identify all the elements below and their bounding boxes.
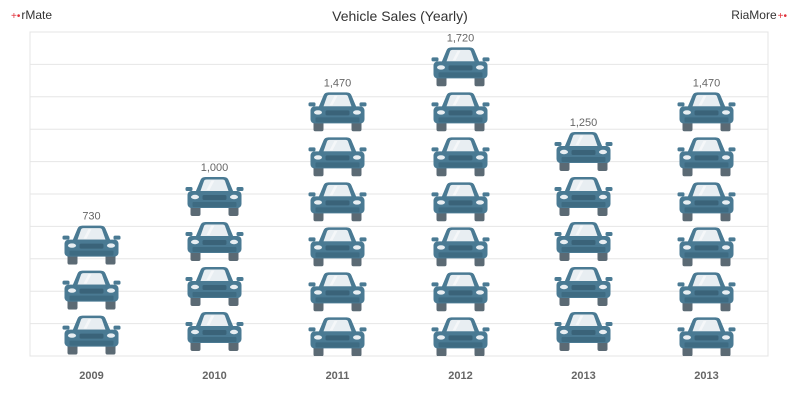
brand-mark-icon: +• (11, 11, 21, 22)
car-icon (431, 272, 490, 312)
car-icon (677, 182, 736, 222)
category-label: 2011 (326, 370, 350, 382)
car-icon (308, 272, 367, 312)
brand-right: RiaMore+• (731, 8, 788, 22)
category-label: 2010 (202, 370, 226, 382)
chart-title: Vehicle Sales (Yearly) (332, 8, 468, 24)
category-label: 2013 (694, 370, 718, 382)
car-icon (185, 222, 244, 261)
brand-left-label: rMate (21, 8, 53, 22)
category-label: 2013 (571, 370, 595, 382)
car-icon (554, 132, 613, 171)
car-icon (308, 227, 367, 267)
car-icon (308, 137, 367, 177)
car-icon (308, 92, 367, 132)
car-icon (677, 227, 736, 267)
car-icon (677, 137, 736, 177)
car-icon (554, 222, 613, 261)
icon-stacks (62, 47, 736, 356)
car-icon (554, 177, 613, 216)
value-label: 1,470 (693, 77, 721, 89)
car-icon (62, 270, 121, 310)
car-icon (62, 315, 121, 355)
car-icon (431, 47, 490, 87)
car-icon (554, 267, 613, 306)
car-icon (431, 137, 490, 177)
brand-mark-icon: +• (777, 11, 787, 22)
value-label: 1,470 (324, 77, 352, 89)
car-icon (185, 267, 244, 306)
brand-left: +•rMate (10, 8, 52, 22)
car-icon (677, 272, 736, 312)
car-icon (431, 92, 490, 132)
value-labels: 730 1,000 1,470 1,720 1,250 1,470 (82, 32, 720, 222)
car-icon (554, 312, 613, 351)
value-label: 730 (82, 211, 100, 223)
value-label: 1,000 (201, 162, 229, 174)
value-label: 1,720 (447, 32, 475, 44)
brand-right-label: RiaMore (731, 8, 777, 22)
category-label: 2012 (448, 370, 472, 382)
car-icon (431, 182, 490, 222)
grid-lines (30, 63, 768, 325)
car-icon (677, 92, 736, 132)
car-icon (185, 312, 244, 351)
value-label: 1,250 (570, 117, 598, 129)
category-labels: 2009 2010 2011 2012 2013 2013 (79, 370, 718, 382)
car-icon (308, 182, 367, 222)
category-label: 2009 (79, 370, 103, 382)
car-icon (431, 227, 490, 267)
car-icon (185, 177, 244, 216)
